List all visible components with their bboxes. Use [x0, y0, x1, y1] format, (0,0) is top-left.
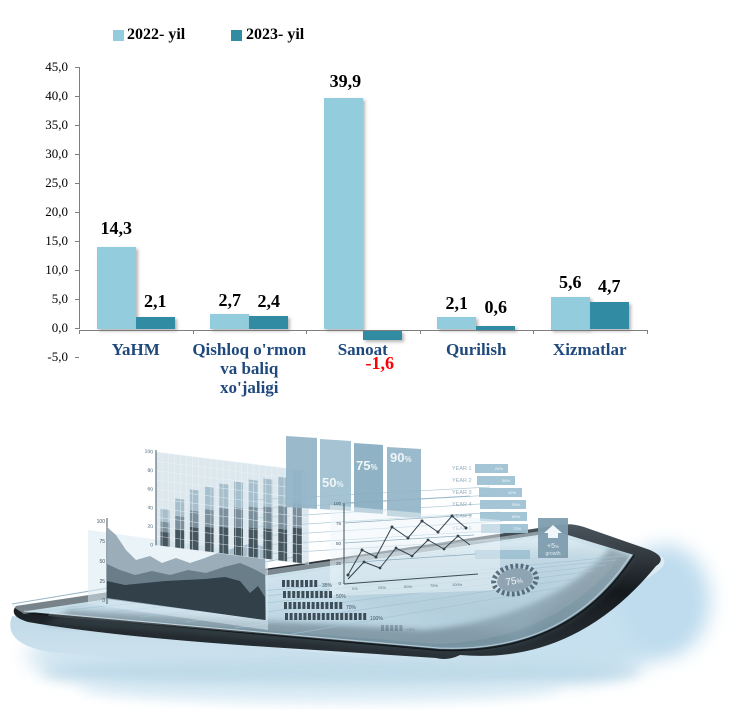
svg-text:72%: 72%	[513, 526, 521, 531]
svg-text:YEAR 4: YEAR 4	[452, 502, 472, 508]
svg-text:100%: 100%	[370, 616, 383, 622]
svg-text:25: 25	[99, 579, 105, 585]
svg-text:70%: 70%	[346, 605, 357, 611]
svg-text:24%: 24%	[495, 466, 503, 471]
svg-text:YEAR 2: YEAR 2	[452, 478, 472, 484]
svg-text:25: 25	[336, 561, 342, 566]
svg-text:42%: 42%	[508, 490, 516, 495]
svg-text:0: 0	[150, 542, 153, 548]
svg-text:YEAR 1: YEAR 1	[452, 466, 472, 472]
svg-text:75: 75	[99, 539, 105, 545]
svg-text:+5%: +5%	[547, 543, 559, 550]
svg-text:50%: 50%	[404, 584, 412, 589]
svg-text:75%: 75%	[430, 583, 438, 588]
svg-text:0: 0	[338, 581, 341, 586]
svg-text:100%: 100%	[452, 582, 463, 587]
svg-text:75: 75	[336, 521, 342, 526]
svg-text:50: 50	[99, 559, 105, 565]
svg-text:0: 0	[102, 598, 105, 604]
svg-text:50%: 50%	[336, 594, 347, 600]
svg-text:80: 80	[147, 468, 153, 475]
svg-text:0%: 0%	[352, 586, 358, 591]
svg-text:40: 40	[147, 505, 153, 512]
svg-text:growth: growth	[545, 551, 560, 557]
svg-text:100: 100	[145, 449, 154, 456]
svg-text:50: 50	[336, 541, 342, 546]
svg-text:100: 100	[333, 501, 341, 506]
svg-text:YEAR 3: YEAR 3	[452, 490, 472, 496]
svg-text:58%: 58%	[512, 502, 520, 507]
svg-text:100: 100	[97, 519, 106, 525]
svg-text:60: 60	[147, 486, 153, 493]
svg-text:25%: 25%	[378, 585, 386, 590]
svg-text:65%: 65%	[512, 514, 520, 519]
svg-text:75%: 75%	[505, 575, 524, 589]
svg-text:20: 20	[147, 524, 153, 531]
svg-text:35%: 35%	[322, 583, 333, 589]
svg-text:36%: 36%	[502, 478, 510, 483]
svg-text:+5%: +5%	[406, 627, 415, 632]
